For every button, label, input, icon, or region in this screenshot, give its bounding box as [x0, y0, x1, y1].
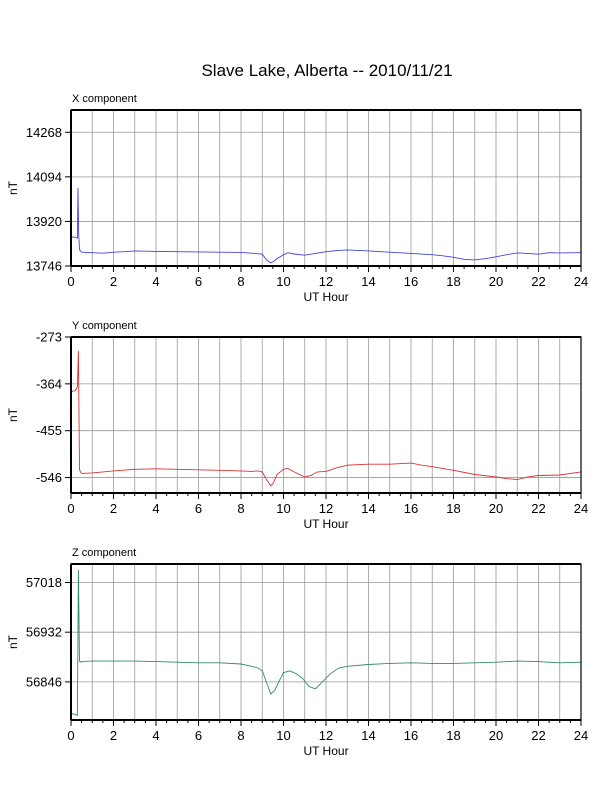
x-tick-label: 2: [110, 728, 117, 743]
y-tick-label: 56932: [26, 625, 62, 640]
x-tick-label: 18: [446, 501, 460, 516]
x-tick-label: 8: [237, 274, 244, 289]
y-tick-label: 57018: [26, 575, 62, 590]
x-tick-label: 0: [67, 274, 74, 289]
y-axis-label: nT: [6, 634, 20, 649]
x-tick-label: 14: [361, 501, 375, 516]
x-tick-label: 2: [110, 274, 117, 289]
x-tick-label: 18: [446, 274, 460, 289]
x-tick-label: 14: [361, 728, 375, 743]
x-tick-label: 0: [67, 501, 74, 516]
panel-label: X component: [72, 93, 137, 105]
y-axis-label: nT: [6, 407, 20, 422]
series-line-1: [70, 350, 582, 487]
x-tick-label: 16: [404, 501, 418, 516]
x-tick-label: 20: [489, 728, 503, 743]
x-tick-label: 10: [276, 501, 290, 516]
x-tick-label: 12: [319, 728, 333, 743]
panel-label: Y component: [72, 320, 137, 332]
x-axis-label: UT Hour: [303, 290, 348, 304]
x-tick-label: 20: [489, 501, 503, 516]
x-tick-label: 24: [574, 501, 588, 516]
x-tick-label: 4: [152, 728, 159, 743]
y-tick-label: -455: [36, 423, 62, 438]
y-tick-label: -273: [36, 330, 62, 345]
x-tick-label: 16: [404, 728, 418, 743]
x-tick-label: 18: [446, 728, 460, 743]
x-tick-label: 12: [319, 274, 333, 289]
x-tick-label: 8: [237, 501, 244, 516]
series-line-1: [70, 188, 582, 264]
y-tick-label: -546: [36, 470, 62, 485]
x-tick-label: 24: [574, 274, 588, 289]
x-axis-label: UT Hour: [303, 744, 348, 758]
x-tick-label: 4: [152, 274, 159, 289]
panel-label: Z component: [72, 547, 136, 559]
x-tick-label: 20: [489, 274, 503, 289]
y-tick-label: 13746: [26, 259, 62, 274]
x-tick-label: 6: [195, 728, 202, 743]
y-tick-label: 14268: [26, 125, 62, 140]
x-tick-label: 6: [195, 274, 202, 289]
x-tick-label: 22: [531, 274, 545, 289]
x-tick-label: 10: [276, 274, 290, 289]
x-tick-label: 24: [574, 728, 588, 743]
figure-title: Slave Lake, Alberta -- 2010/11/21: [201, 61, 452, 80]
x-tick-label: 4: [152, 501, 159, 516]
y-tick-label: 13920: [26, 214, 62, 229]
series-line-1: [70, 569, 582, 717]
x-tick-label: 2: [110, 501, 117, 516]
x-tick-label: 16: [404, 274, 418, 289]
x-tick-label: 14: [361, 274, 375, 289]
x-tick-label: 22: [531, 501, 545, 516]
x-tick-label: 22: [531, 728, 545, 743]
y-tick-label: -364: [36, 376, 62, 391]
y-tick-label: 14094: [26, 169, 62, 184]
x-tick-label: 6: [195, 501, 202, 516]
x-tick-label: 12: [319, 501, 333, 516]
x-axis-label: UT Hour: [303, 517, 348, 531]
y-tick-label: 56846: [26, 674, 62, 689]
x-tick-label: 10: [276, 728, 290, 743]
y-axis-label: nT: [6, 180, 20, 195]
x-tick-label: 0: [67, 728, 74, 743]
x-tick-label: 8: [237, 728, 244, 743]
